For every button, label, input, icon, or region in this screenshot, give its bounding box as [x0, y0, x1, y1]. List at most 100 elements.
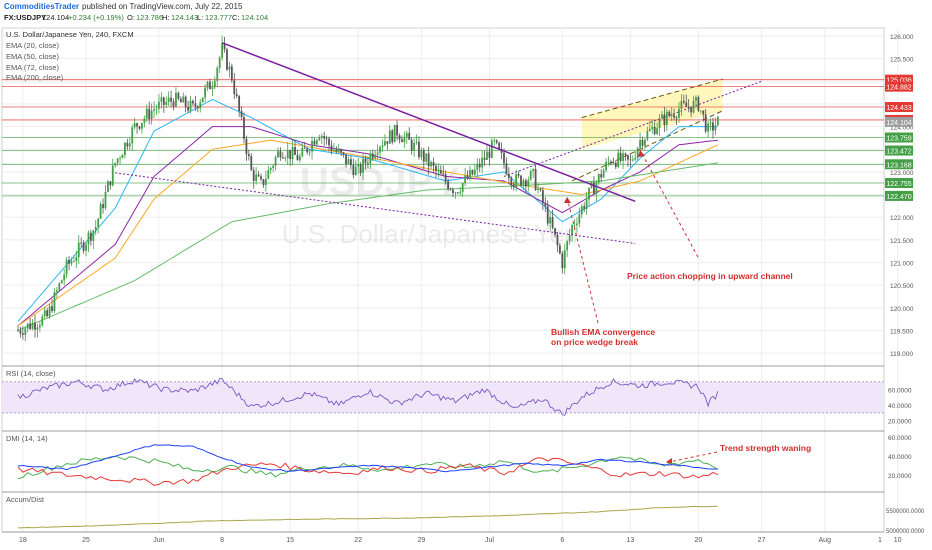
candle-body [665, 111, 668, 125]
candle-body [408, 133, 411, 140]
time-tick-12: Aug [819, 537, 832, 544]
candle-body [328, 138, 330, 146]
candle-body [607, 161, 610, 163]
price-axis-label-13: 119.500 [890, 328, 913, 335]
legend-ema50[interactable]: EMA (50, close) [6, 52, 59, 61]
candle-body [131, 127, 134, 144]
dmi-label: DMI (14, 14) [6, 434, 48, 443]
price-axis-label-10: 121.000 [890, 261, 914, 268]
candle-body [675, 117, 678, 119]
rsi-label: RSI (14, close) [6, 369, 56, 378]
level-tag-1: 124.882 [886, 85, 911, 92]
candle-body [576, 223, 578, 226]
candle-body [437, 170, 440, 171]
annotation-ema-line2: on price wedge break [551, 337, 638, 347]
candle-body [699, 110, 702, 112]
candle-body [359, 164, 362, 173]
candle-body [658, 118, 661, 129]
candle-body [167, 97, 170, 102]
change-text: +0.234 (+0.19%) [68, 13, 124, 22]
candle-body [571, 225, 573, 236]
horizontal-levels [2, 79, 884, 197]
candle-body [298, 156, 301, 161]
candle-body [357, 164, 360, 167]
candle-body [252, 170, 255, 181]
candle-body [614, 162, 617, 167]
candle-body [656, 128, 658, 135]
channel-mid [503, 80, 762, 177]
candle-body [53, 292, 56, 312]
time-axis[interactable]: 18 25 Jun 8 15 22 29 Jul 6 13 20 27 Aug 10 1 [2, 531, 902, 544]
candle-body [284, 158, 287, 159]
candle-body [48, 306, 51, 317]
legend-ema200[interactable]: EMA (200, close) [6, 73, 64, 82]
candle-body [325, 138, 328, 140]
candle-body [627, 155, 629, 160]
candle-body [141, 122, 143, 129]
dmi-plus-line [17, 455, 719, 480]
candle-body [126, 142, 129, 147]
candle-body [651, 126, 654, 129]
candle-body [29, 323, 32, 329]
rsi-line [17, 377, 719, 416]
candle-body [447, 181, 450, 189]
candle-body [379, 147, 381, 153]
candle-body [68, 259, 70, 264]
candle-body [209, 81, 211, 90]
time-tick-11: 27 [758, 537, 766, 544]
candle-body [617, 152, 620, 167]
legend-ema72[interactable]: EMA (72, close) [6, 63, 59, 72]
rsi-axis-label-0: 60.0000 [888, 388, 912, 395]
candle-body [264, 178, 267, 186]
candle-body [335, 149, 338, 152]
price-axis-label-0: 126.000 [890, 34, 914, 41]
candle-body [201, 97, 204, 103]
level-tag-0: 125.036 [886, 78, 911, 85]
candle-body [405, 133, 408, 137]
rsi-pane [2, 377, 884, 416]
time-tick-9: 13 [626, 537, 634, 544]
candle-body [466, 175, 469, 179]
candle-body [301, 147, 304, 157]
candle-body [170, 97, 172, 102]
candle-body [486, 151, 488, 160]
price-axis-label-14: 119.000 [890, 351, 913, 358]
candle-body [255, 174, 258, 181]
candle-body [281, 157, 284, 159]
candle-body [213, 80, 216, 88]
watermark-name: U.S. Dollar/Japanese Yen [282, 219, 578, 249]
publisher-name[interactable]: CommoditiesTrader [4, 2, 79, 11]
time-tick-5: 22 [354, 537, 362, 544]
candle-body [102, 204, 104, 208]
candle-body [148, 108, 151, 120]
candle-body [551, 217, 554, 228]
legend-ema20[interactable]: EMA (20, close) [6, 41, 59, 50]
candle-body [333, 149, 335, 151]
candle-body [128, 143, 131, 147]
candle-body [388, 130, 391, 144]
candle-body [354, 166, 357, 176]
candle-body [648, 128, 651, 131]
wedge-bottom-line [115, 172, 636, 244]
candle-body [46, 310, 49, 317]
level-tags: 125.036124.882124.433124.147123.759123.4… [885, 74, 913, 201]
candle-body [709, 122, 712, 124]
candle-body [218, 57, 221, 68]
level-tag-bg-4 [885, 132, 913, 143]
candle-body [605, 162, 607, 171]
candle-body [646, 130, 649, 140]
candle-body [306, 148, 309, 153]
candle-body [82, 242, 85, 251]
candle-body [435, 165, 437, 171]
candle-body [595, 182, 598, 194]
candle-body [529, 171, 532, 180]
candle-body [313, 140, 316, 145]
candle-body [87, 232, 90, 245]
candle-body [566, 241, 569, 251]
candle-body [194, 103, 197, 107]
upward-channel [503, 78, 762, 182]
candle-body [182, 96, 185, 103]
candle-body [449, 188, 452, 190]
candle-body [277, 151, 279, 158]
price-axis-label-4: 124.000 [890, 125, 914, 132]
